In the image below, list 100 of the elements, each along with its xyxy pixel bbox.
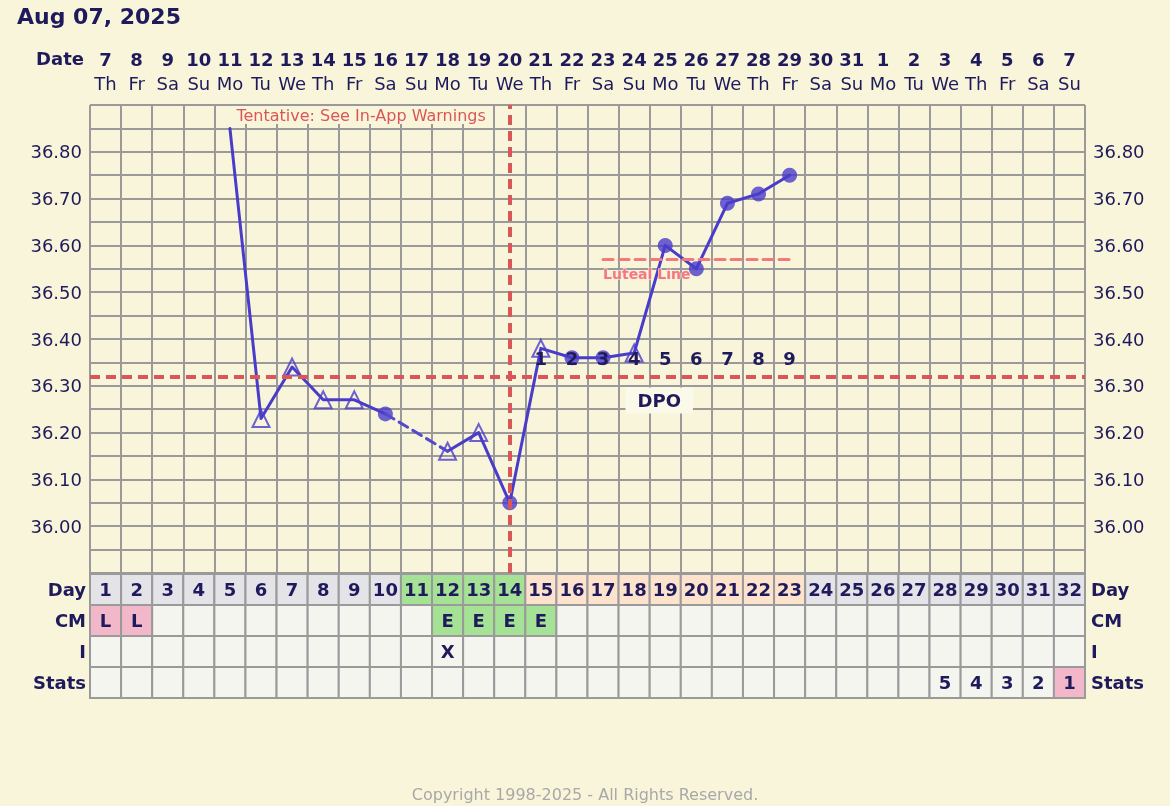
text: L <box>130 610 143 631</box>
y2-tick-label: Stats <box>1091 672 1145 693</box>
x-tick-label: 14 Th <box>310 48 336 94</box>
annotation: 2 <box>565 347 579 369</box>
text: E <box>441 610 454 631</box>
data-label: 2 <box>130 579 143 600</box>
data-label: 16 <box>559 579 585 600</box>
data-label: 1 <box>1063 672 1076 693</box>
data-label: 19 <box>652 579 678 600</box>
y-tick-label: 36.00 <box>30 515 82 537</box>
x-tick-label: 24 Su <box>621 48 647 94</box>
data-label: 14 <box>497 579 523 600</box>
data-label: 15 <box>528 579 554 600</box>
point <box>251 409 271 429</box>
y2-tick-label: Day <box>1091 579 1130 600</box>
x-tick-label: 15 Fr <box>341 48 367 94</box>
annotation: 6 <box>690 347 703 369</box>
annotation: 4 <box>627 347 641 369</box>
y-tick-label: 36.10 <box>30 468 82 490</box>
x-tick-label: 4 Th <box>963 48 988 94</box>
y-tick-label: 36.80 <box>30 141 82 163</box>
data-label: 3 <box>161 579 174 600</box>
x-axis-title: Date <box>36 47 84 69</box>
data-label: 1 <box>99 579 112 600</box>
data-label: 28 <box>932 579 958 600</box>
x-tick-label: 18 Mo <box>434 48 461 94</box>
annotation: 1 <box>534 347 548 369</box>
data-label: 9 <box>348 579 361 600</box>
data-label: 5 <box>938 672 952 693</box>
y-tick-label: 36.20 <box>30 422 82 444</box>
data-label: 32 <box>1056 579 1082 600</box>
data-label: 11 <box>403 579 430 600</box>
x-tick-label: 7 Su <box>1058 48 1081 94</box>
x-tick-label: 29 Fr <box>777 48 803 94</box>
annotation: DPO <box>637 389 681 411</box>
y2-tick-label: 36.20 <box>1093 422 1145 444</box>
y-tick-label: 36.30 <box>30 375 82 397</box>
text: Copyright 1998-2025 - All Rights Reserved. <box>411 784 759 804</box>
text: E <box>503 610 516 631</box>
x-tick-label: 3 We <box>931 48 959 94</box>
ref-line-label: Tentative: See In-App Warnings <box>235 105 486 125</box>
data-label: 26 <box>870 579 896 600</box>
x-tick-label: 30 Sa <box>808 48 834 94</box>
data-label: 18 <box>621 579 647 600</box>
x-tick-label: 17 Su <box>403 48 430 94</box>
x-tick-label: 2 Tu <box>903 48 924 94</box>
y2-tick-label: 36.70 <box>1093 188 1145 210</box>
x-tick-label: 19 Tu <box>466 48 492 94</box>
data-label: 29 <box>963 579 989 600</box>
y2-tick-label: 36.40 <box>1093 328 1145 350</box>
text: E <box>472 610 485 631</box>
data-label: 23 <box>777 579 803 600</box>
y-tick-label: Day <box>47 579 87 600</box>
data-label: 4 <box>969 672 983 693</box>
text: X <box>440 641 455 662</box>
x-tick-label: 31 Su <box>839 48 865 94</box>
x-tick-label: 27 We <box>713 48 742 94</box>
data-label: 25 <box>839 579 865 600</box>
y-tick-label: 36.70 <box>30 188 82 210</box>
annotation: 9 <box>783 347 796 369</box>
x-tick-label: 6 Sa <box>1027 48 1050 94</box>
data-label: 31 <box>1025 579 1051 600</box>
data-label: 10 <box>372 579 398 600</box>
y2-tick-label: 36.50 <box>1093 281 1145 303</box>
annotation: 5 <box>658 347 672 369</box>
data-label: 30 <box>994 579 1020 600</box>
x-tick-label: 10 Su <box>186 48 212 94</box>
x-tick-label: 1 Mo <box>869 48 897 94</box>
y2-tick-label: 36.00 <box>1093 515 1145 537</box>
text: L <box>99 610 112 631</box>
data-label: 17 <box>590 579 616 600</box>
data-label: 24 <box>808 579 834 600</box>
x-tick-label: 26 Tu <box>683 48 709 94</box>
y-tick-label: CM <box>54 610 86 631</box>
data-label: 6 <box>254 579 268 600</box>
point <box>282 357 302 377</box>
y-tick-label: Stats <box>32 672 86 693</box>
x-tick-label: 8 Fr <box>128 48 146 94</box>
point <box>469 423 489 443</box>
chart-title: Aug 07, 2025 <box>17 3 181 29</box>
y-tick-label: 36.50 <box>30 281 82 303</box>
text: E <box>534 610 548 631</box>
annotation: 3 <box>596 347 610 369</box>
x-tick-label: 20 We <box>495 48 524 94</box>
point <box>313 390 333 410</box>
data-label: 12 <box>435 579 461 600</box>
x-tick-label: 7 Th <box>93 48 117 94</box>
data-label: 27 <box>901 579 927 600</box>
annotation: 8 <box>752 347 765 369</box>
x-tick-label: 12 Tu <box>248 48 274 94</box>
data-label: 7 <box>285 579 299 600</box>
data-label: 4 <box>192 579 206 600</box>
data-label: 22 <box>745 579 772 600</box>
x-tick-label: 23 Sa <box>590 48 616 94</box>
y2-tick-label: 36.80 <box>1093 141 1145 163</box>
point <box>438 441 458 461</box>
data-label: 13 <box>466 579 492 600</box>
y-tick-label: 36.60 <box>30 234 82 256</box>
x-tick-label: 22 Fr <box>559 48 585 94</box>
x-tick-label: 9 Sa <box>156 48 179 94</box>
